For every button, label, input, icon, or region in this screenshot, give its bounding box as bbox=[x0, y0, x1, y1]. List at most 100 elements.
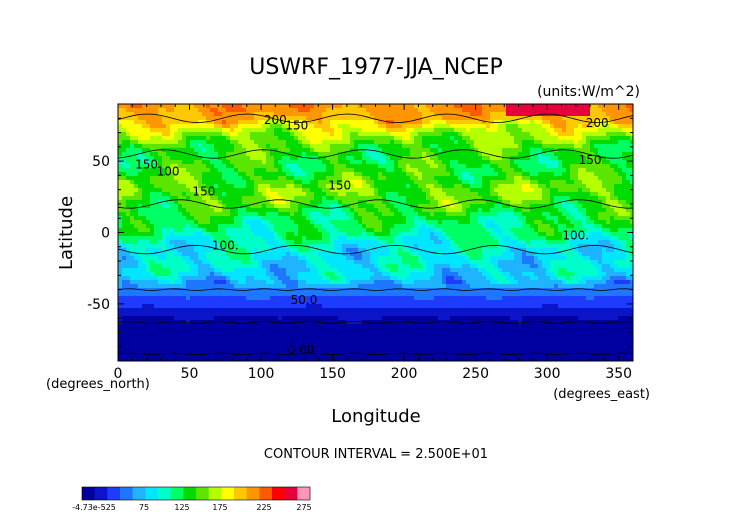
field-cell-3204 bbox=[550, 200, 555, 205]
field-cell-4087 bbox=[470, 228, 475, 233]
field-cell-3776 bbox=[258, 220, 263, 225]
field-cell-2749 bbox=[278, 188, 283, 193]
field-cell-1883 bbox=[426, 160, 431, 165]
field-cell-1129 bbox=[506, 136, 511, 141]
field-cell-3778 bbox=[266, 220, 271, 225]
field-cell-2226 bbox=[250, 172, 255, 177]
field-cell-2594 bbox=[174, 184, 179, 189]
field-cell-1488 bbox=[394, 148, 399, 153]
field-cell-781 bbox=[146, 128, 151, 133]
field-cell-1498 bbox=[434, 148, 439, 153]
field-cell-428 bbox=[282, 116, 287, 121]
field-cell-3130 bbox=[254, 200, 259, 205]
field-cell-1803 bbox=[622, 156, 627, 161]
field-cell-764 bbox=[594, 124, 599, 129]
field-cell-1410 bbox=[598, 144, 603, 149]
field-cell-1376 bbox=[462, 144, 467, 149]
field-cell-2726 bbox=[186, 188, 191, 193]
field-cell-907 bbox=[134, 132, 139, 137]
field-cell-4181 bbox=[330, 232, 335, 237]
field-cell-3093 bbox=[622, 196, 627, 201]
field-cell-3485 bbox=[126, 212, 131, 217]
field-cell-3325 bbox=[518, 204, 523, 209]
field-cell-3426 bbox=[406, 208, 411, 213]
field-cell-440 bbox=[330, 116, 335, 121]
field-cell-1280 bbox=[594, 140, 599, 145]
field-cell-851 bbox=[426, 128, 431, 133]
field-cell-3863 bbox=[606, 220, 611, 225]
field-cell-3588 bbox=[538, 212, 543, 217]
field-cell-333 bbox=[418, 112, 423, 117]
field-cell-1069 bbox=[266, 136, 271, 141]
field-cell-703 bbox=[350, 124, 355, 129]
field-cell-4941 bbox=[274, 256, 279, 261]
field-cell-3118 bbox=[206, 200, 211, 205]
field-cell-3747 bbox=[142, 220, 147, 225]
field-cell-261 bbox=[130, 112, 135, 117]
field-cell-620 bbox=[534, 120, 539, 125]
field-cell-1538 bbox=[594, 148, 599, 153]
field-cell-4489 bbox=[530, 240, 535, 245]
field-cell-2937 bbox=[514, 192, 519, 197]
field-cell-2287 bbox=[494, 172, 499, 177]
field-cell-4807 bbox=[254, 252, 259, 257]
field-cell-4745 bbox=[522, 248, 527, 253]
field-cell-1472 bbox=[330, 148, 335, 153]
field-cell-1807 bbox=[122, 160, 127, 165]
field-cell-239 bbox=[558, 108, 563, 113]
field-cell-3495 bbox=[166, 212, 171, 217]
field-cell-3046 bbox=[434, 196, 439, 201]
field-cell-4934 bbox=[246, 256, 251, 261]
field-cell-3834 bbox=[490, 220, 495, 225]
field-cell-4657 bbox=[170, 248, 175, 253]
field-cell-2843 bbox=[138, 192, 143, 197]
field-cell-3809 bbox=[390, 220, 395, 225]
field-cell-1084 bbox=[326, 136, 331, 141]
field-cell-2870 bbox=[246, 192, 251, 197]
field-cell-4851 bbox=[430, 252, 435, 257]
field-cell-4155 bbox=[226, 232, 231, 237]
field-cell-3565 bbox=[446, 212, 451, 217]
field-cell-2346 bbox=[214, 176, 219, 181]
field-cell-655 bbox=[158, 124, 163, 129]
field-cell-2869 bbox=[242, 192, 247, 197]
field-cell-1844 bbox=[270, 160, 275, 165]
field-cell-4736 bbox=[486, 248, 491, 253]
field-cell-285 bbox=[226, 112, 231, 117]
field-cell-2786 bbox=[426, 188, 431, 193]
field-cell-243 bbox=[574, 108, 579, 113]
field-cell-963 bbox=[358, 132, 363, 137]
field-cell-3308 bbox=[450, 204, 455, 209]
field-cell-4157 bbox=[234, 232, 239, 237]
field-cell-488 bbox=[522, 116, 527, 121]
field-cell-1095 bbox=[370, 136, 375, 141]
field-cell-346 bbox=[470, 112, 475, 117]
field-cell-477 bbox=[478, 116, 483, 121]
field-cell-491 bbox=[534, 116, 539, 121]
field-cell-1551 bbox=[130, 152, 135, 157]
field-cell-3257 bbox=[246, 204, 251, 209]
field-cell-950 bbox=[306, 132, 311, 137]
field-cell-2119 bbox=[338, 168, 343, 173]
field-cell-2370 bbox=[310, 176, 315, 181]
field-cell-2898 bbox=[358, 192, 363, 197]
field-cell-3411 bbox=[346, 208, 351, 213]
field-cell-1921 bbox=[578, 160, 583, 165]
field-cell-1355 bbox=[378, 144, 383, 149]
field-cell-1986 bbox=[322, 164, 327, 169]
field-cell-661 bbox=[182, 124, 187, 129]
field-cell-1712 bbox=[258, 156, 263, 161]
field-cell-4727 bbox=[450, 248, 455, 253]
field-cell-4882 bbox=[554, 252, 559, 257]
field-cell-1391 bbox=[522, 144, 527, 149]
field-cell-1508 bbox=[474, 148, 479, 153]
field-cell-3272 bbox=[306, 204, 311, 209]
field-cell-4456 bbox=[398, 240, 403, 245]
field-cell-576 bbox=[358, 120, 363, 125]
field-cell-3494 bbox=[162, 212, 167, 217]
field-cell-3238 bbox=[170, 204, 175, 209]
field-cell-2433 bbox=[562, 176, 567, 181]
field-cell-2965 bbox=[626, 192, 631, 197]
field-cell-434 bbox=[306, 116, 311, 121]
field-cell-850 bbox=[422, 128, 427, 133]
